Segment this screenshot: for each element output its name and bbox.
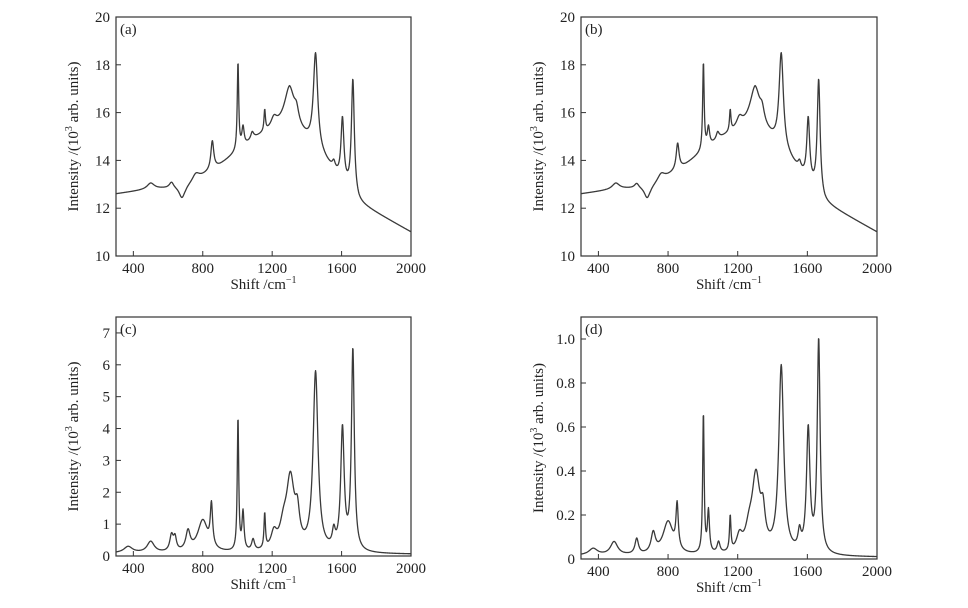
panel-c-y-tick-label: 6 bbox=[103, 358, 111, 374]
panel-d-y-tick-label: 1.0 bbox=[556, 332, 575, 348]
panel-b-y-tick-label: 14 bbox=[560, 153, 576, 169]
panel-c-y-tick-label: 5 bbox=[103, 390, 111, 406]
panel-c-y-tick-label: 4 bbox=[103, 422, 111, 438]
panel-d-plot-frame bbox=[580, 316, 878, 560]
panel-d-y-tick-label: 0.4 bbox=[556, 464, 575, 480]
panel-b-x-tick-label: 1600 bbox=[792, 261, 822, 277]
panel-a-x-tick-label: 2000 bbox=[396, 261, 426, 277]
panel-a-y-tick-label: 12 bbox=[95, 201, 110, 217]
panel-c: 400 800 1200 1600 2000 0 1 2 3 4 5 6 7 (c) Shift /cm−1… bbox=[64, 316, 426, 593]
panel-b-x-tick-label: 400 bbox=[587, 261, 610, 277]
panel-c-y-tick-label: 3 bbox=[103, 453, 111, 469]
panel-b-x-tick-label: 2000 bbox=[862, 261, 892, 277]
panel-d-x-tick-label: 400 bbox=[587, 564, 610, 580]
panel-b-y-tick-label: 18 bbox=[560, 58, 575, 74]
panel-a-y-axis-title: Intensity /(103 arb. units) bbox=[64, 62, 82, 212]
panel-d-x-axis-title: Shift /cm−1 bbox=[696, 578, 762, 596]
panel-a-x-tick-label: 1200 bbox=[257, 261, 287, 277]
panel-d-y-tick-label: 0.8 bbox=[556, 376, 575, 392]
panel-b-y-tick-label: 20 bbox=[560, 10, 575, 26]
panel-a-y-tick-label: 16 bbox=[95, 106, 111, 122]
panel-c-plot-frame bbox=[115, 316, 412, 557]
panel-b-y-tick-label: 10 bbox=[560, 249, 575, 265]
panel-b: 400 800 1200 1600 2000 10 12 14 16 18 20 (b) Shift /… bbox=[529, 10, 892, 293]
panel-a-y-tick-label: 20 bbox=[95, 10, 110, 26]
panel-b-label: (b) bbox=[585, 22, 603, 38]
panel-d-x-tick-label: 1600 bbox=[792, 564, 822, 580]
panel-c-y-tick-label: 7 bbox=[103, 326, 111, 342]
panel-c-spectrum-line bbox=[115, 348, 412, 555]
panel-b-x-tick-label: 1200 bbox=[723, 261, 753, 277]
panel-d-y-axis-title: Intensity /(103 arb. units) bbox=[529, 363, 547, 513]
panel-d-spectrum-line bbox=[580, 338, 878, 558]
panel-c-label: (c) bbox=[120, 322, 137, 338]
panel-a-y-tick-label: 10 bbox=[95, 249, 110, 265]
panel-a-y-tick-label: 14 bbox=[95, 153, 111, 169]
panel-d-y-tick-label: 0 bbox=[568, 552, 576, 568]
panel-d-x-tick-label: 1200 bbox=[723, 564, 753, 580]
panel-a-x-tick-label: 400 bbox=[122, 261, 145, 277]
panel-a-plot-frame bbox=[115, 16, 412, 257]
panel-b-y-axis-title: Intensity /(103 arb. units) bbox=[529, 62, 547, 212]
panel-c-x-tick-label: 1600 bbox=[327, 561, 357, 577]
panel-d-y-tick-label: 0.2 bbox=[556, 508, 575, 524]
panel-c-x-axis-title: Shift /cm−1 bbox=[230, 575, 296, 593]
panel-c-x-tick-label: 2000 bbox=[396, 561, 426, 577]
panel-b-plot-frame bbox=[580, 16, 878, 257]
panel-b-x-tick-label: 800 bbox=[657, 261, 680, 277]
panel-d: 400 800 1200 1600 2000 0 0.2 0.4 0.6 0.8 1.0 (d) Shi… bbox=[529, 316, 892, 596]
panel-d-y-tick-label: 0.6 bbox=[556, 420, 575, 436]
panel-c-y-tick-label: 1 bbox=[103, 517, 111, 533]
panel-c-x-tick-label: 400 bbox=[122, 561, 145, 577]
panel-c-x-tick-label: 800 bbox=[192, 561, 215, 577]
panel-a: 400 800 1200 1600 2000 10 12 14 16 18 20 (a) Shift /… bbox=[64, 10, 426, 293]
panel-c-y-axis-title: Intensity /(103 arb. units) bbox=[64, 362, 82, 512]
panel-a-y-tick-label: 18 bbox=[95, 58, 110, 74]
panel-d-label: (d) bbox=[585, 322, 603, 338]
panel-c-y-tick-label: 0 bbox=[103, 549, 111, 565]
panel-a-label: (a) bbox=[120, 22, 137, 38]
panel-a-spectrum-line bbox=[115, 51, 412, 233]
panel-c-y-tick-label: 2 bbox=[103, 485, 111, 501]
panel-b-spectrum-line bbox=[580, 51, 878, 233]
panel-b-x-axis-title: Shift /cm−1 bbox=[696, 275, 762, 293]
panel-c-x-tick-label: 1200 bbox=[257, 561, 287, 577]
panel-d-x-tick-label: 800 bbox=[657, 564, 680, 580]
panel-b-y-tick-label: 12 bbox=[560, 201, 575, 217]
panel-a-x-axis-title: Shift /cm−1 bbox=[230, 275, 296, 293]
panel-a-x-tick-label: 800 bbox=[192, 261, 215, 277]
panel-b-y-tick-label: 16 bbox=[560, 106, 576, 122]
panel-d-x-tick-label: 2000 bbox=[862, 564, 892, 580]
panel-a-x-tick-label: 1600 bbox=[327, 261, 357, 277]
